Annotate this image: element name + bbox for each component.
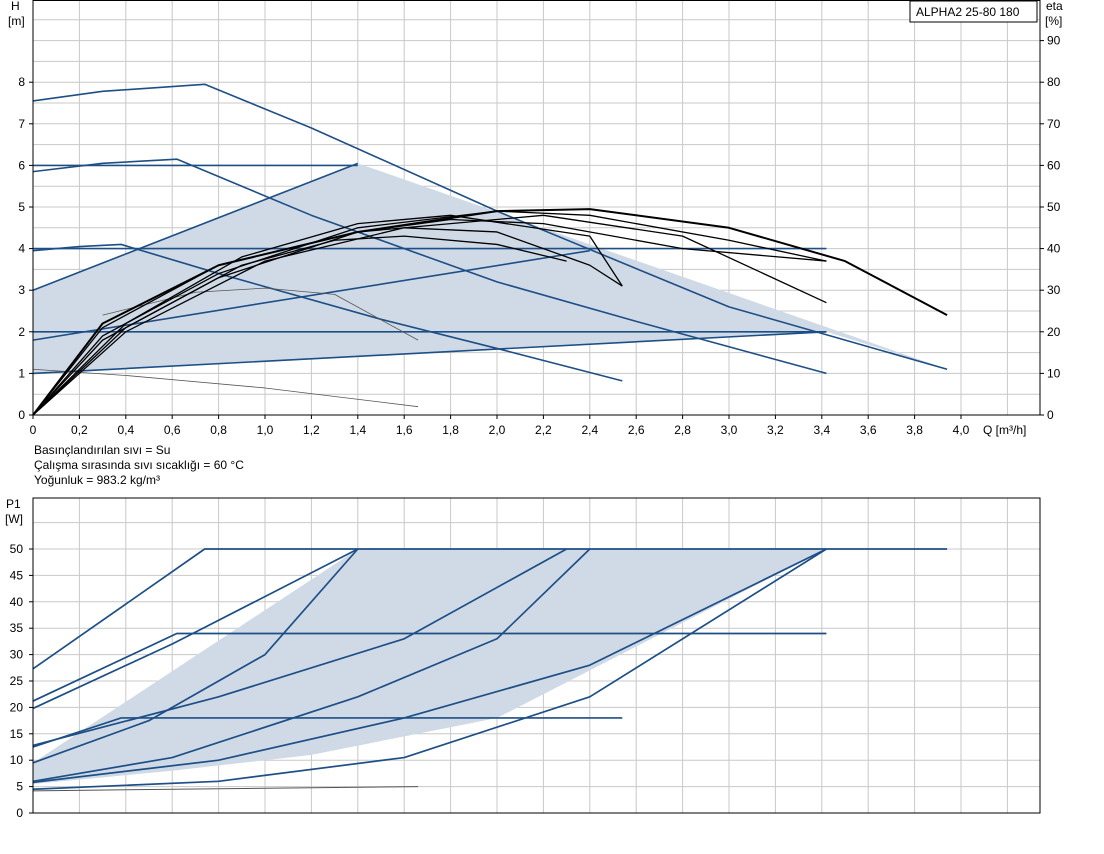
y2-tick-label: 0 [1047, 408, 1054, 422]
x-tick-label: 2,4 [581, 423, 598, 437]
power-curve-8 [32, 548, 827, 784]
p1-axis-unit: [W] [5, 512, 23, 526]
x-tick-label: 4,0 [953, 423, 970, 437]
y-tick-label: 5 [18, 200, 25, 214]
p1-tick-label: 0 [16, 806, 23, 820]
p1-tick-label: 5 [16, 780, 23, 794]
x-tick-label: 1,0 [257, 423, 274, 437]
x-tick-label: 2,8 [674, 423, 691, 437]
y2-tick-label: 90 [1047, 34, 1061, 48]
y2-tick-label: 30 [1047, 283, 1061, 297]
y2-tick-label: 80 [1047, 75, 1061, 89]
top-operating-region [33, 163, 948, 374]
head-curve-8 [32, 249, 590, 341]
power-curve-9 [32, 548, 827, 791]
head-curve-10 [32, 368, 419, 408]
p1-tick-label: 35 [10, 621, 24, 635]
x-tick-label: 1,6 [396, 423, 413, 437]
power-curve-5 [32, 548, 359, 764]
y-tick-label: 0 [18, 408, 25, 422]
power-curve-6 [32, 548, 568, 747]
head-curve-1 [32, 83, 948, 371]
power-curve-10 [32, 786, 419, 792]
head-curve-9 [32, 331, 827, 375]
top-plot-frame [32, 0, 1041, 416]
y-tick-label: 6 [18, 158, 25, 172]
fluid-note: Basınçlandırılan sıvı = Su [34, 443, 170, 457]
y-axis-unit: [m] [8, 14, 25, 28]
head-curve-7 [32, 162, 359, 291]
head-curve-11 [102, 287, 419, 341]
x-tick-label: 3,4 [813, 423, 830, 437]
power-curve-4 [32, 548, 359, 710]
p1-tick-label: 20 [10, 700, 24, 714]
y2-axis-unit: [%] [1045, 14, 1062, 28]
y2-tick-label: 40 [1047, 242, 1061, 256]
x-tick-label: 3,8 [906, 423, 923, 437]
x-tick-label: 0,4 [117, 423, 134, 437]
power-curve-2 [32, 632, 827, 702]
efficiency-curve-5 [32, 214, 623, 416]
efficiency-curve-7 [32, 235, 567, 416]
fluid-note: Çalışma sırasında sıvı sıcaklığı = 60 °C [34, 458, 244, 472]
x-tick-label: 0,6 [164, 423, 181, 437]
y2-tick-label: 10 [1047, 366, 1061, 380]
y2-tick-label: 20 [1047, 325, 1061, 339]
model-label: ALPHA2 25-80 180 [916, 5, 1020, 19]
efficiency-curve-3 [32, 210, 827, 416]
y-tick-label: 1 [18, 366, 25, 380]
y-tick-label: 2 [18, 325, 25, 339]
efficiency-curve-4 [32, 218, 827, 416]
y2-tick-label: 70 [1047, 117, 1061, 131]
y2-axis-label: eta [1046, 0, 1063, 13]
y-tick-label: 3 [18, 283, 25, 297]
bottom-plot-frame [32, 497, 1041, 814]
head-curve-2 [32, 158, 827, 375]
x-tick-label: 1,4 [349, 423, 366, 437]
model-label-box [909, 0, 1038, 23]
x-tick-label: 2,6 [628, 423, 645, 437]
p1-tick-label: 50 [10, 542, 24, 556]
p1-axis-label: P1 [6, 497, 21, 511]
x-tick-label: 3,0 [721, 423, 738, 437]
y2-tick-label: 60 [1047, 158, 1061, 172]
x-tick-label: 0 [30, 423, 37, 437]
x-tick-label: 1,2 [303, 423, 320, 437]
x-tick-label: 1,8 [442, 423, 459, 437]
x-tick-label: 2,2 [535, 423, 552, 437]
x-axis-label: Q [m³/h] [983, 423, 1026, 437]
p1-tick-label: 10 [10, 753, 24, 767]
p1-tick-label: 25 [10, 674, 24, 688]
y2-tick-label: 50 [1047, 200, 1061, 214]
x-tick-label: 3,2 [767, 423, 784, 437]
efficiency-curve-6 [32, 227, 623, 416]
power-curve-7 [32, 548, 591, 783]
y-tick-label: 4 [18, 242, 25, 256]
x-tick-label: 0,2 [71, 423, 88, 437]
x-tick-label: 0,8 [210, 423, 227, 437]
p1-tick-label: 45 [10, 568, 24, 582]
fluid-note: Yoğunluk = 983.2 kg/m³ [34, 473, 160, 487]
x-tick-label: 2,0 [489, 423, 506, 437]
y-axis-label: H [11, 0, 20, 13]
y-tick-label: 7 [18, 117, 25, 131]
p1-tick-label: 15 [10, 727, 24, 741]
p1-tick-label: 30 [10, 648, 24, 662]
p1-tick-label: 40 [10, 595, 24, 609]
y-tick-label: 8 [18, 75, 25, 89]
power-curve-1 [32, 548, 948, 670]
x-tick-label: 3,6 [860, 423, 877, 437]
